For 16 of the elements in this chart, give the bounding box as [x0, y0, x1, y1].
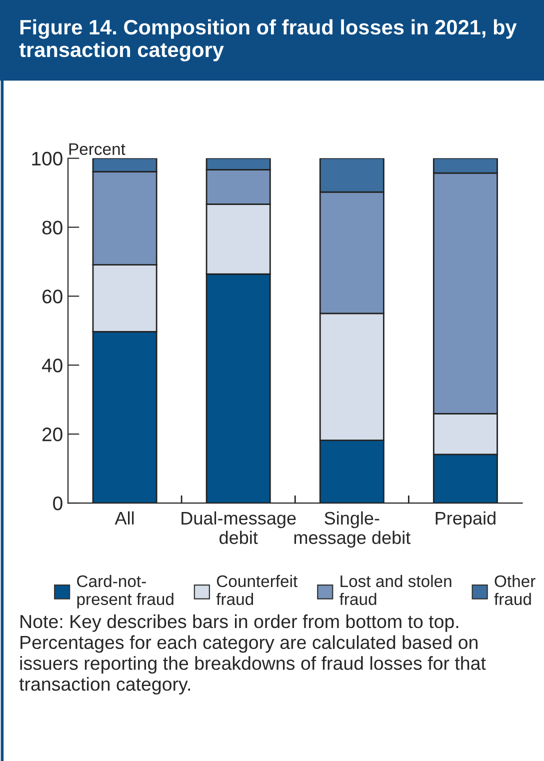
legend-label: Other fraud	[494, 574, 536, 606]
legend-label: Counterfeit fraud	[216, 574, 298, 606]
y-axis-title: Percent	[69, 143, 126, 155]
y-tick-label: 80	[42, 220, 62, 234]
x-tick-label: Prepaid	[436, 511, 496, 528]
y-tick-label: 100	[32, 152, 62, 166]
y-tick-label: 40	[42, 358, 62, 372]
chart-title: Figure 14. Composition of fraud losses in 2021, by transaction category	[19, 19, 517, 62]
y-tick-label: 20	[42, 428, 62, 442]
text: Note: Key describes bars in order from bottom to top. Percentages for each category are calculated based on issuers reporting the breakdowns of fraud losses for that transaction category.	[19, 614, 486, 695]
legend-label: Lost and stolen fraud	[340, 574, 452, 606]
x-tick-label: Dual-message debit	[182, 511, 296, 544]
legend-label: Card-not- present fraud	[77, 574, 174, 608]
y-tick-label: 60	[42, 290, 62, 304]
y-tick-label: 0	[53, 496, 62, 510]
x-tick-label: All	[114, 511, 134, 524]
